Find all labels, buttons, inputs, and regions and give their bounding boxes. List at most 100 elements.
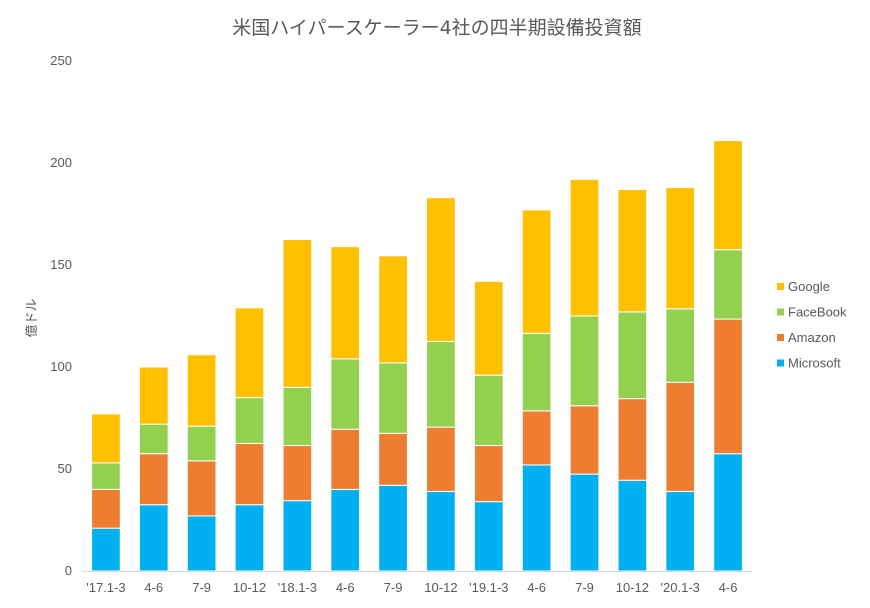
bar-segment-google <box>234 307 265 399</box>
bar-segment-google <box>282 239 313 388</box>
y-tick-label: 50 <box>58 461 72 476</box>
y-tick-label: 200 <box>50 155 72 170</box>
x-tick-label: '17.1-3 <box>86 580 125 595</box>
bar-stack <box>426 197 456 572</box>
legend-label: Microsoft <box>788 356 841 371</box>
bar-stack <box>186 354 217 572</box>
chart-title: 米国ハイパースケーラー4社の四半期設備投資額 <box>232 17 641 39</box>
bar-stack <box>234 307 265 572</box>
bar-segment-microsoft <box>521 464 552 572</box>
legend-item-google: Google <box>777 279 830 294</box>
bar-stack <box>378 255 408 572</box>
legend-item-amazon: Amazon <box>777 330 836 345</box>
bar-stack <box>713 140 743 572</box>
legend: Google FaceBook Amazon Microsoft <box>777 279 847 371</box>
bar-stack <box>91 413 121 572</box>
legend-label: Amazon <box>788 330 836 345</box>
y-tick-label: 150 <box>50 257 72 272</box>
legend-swatch <box>777 308 784 316</box>
x-tick-label: 10-12 <box>233 580 266 595</box>
bar-segment-facebook <box>282 386 313 447</box>
bar-segment-facebook <box>426 341 456 428</box>
x-tick-label: '20.1-3 <box>661 580 700 595</box>
bar-segment-google <box>186 354 217 427</box>
bar-stack <box>617 189 648 572</box>
bar-segment-amazon <box>426 426 456 492</box>
legend-item-facebook: FaceBook <box>777 305 847 320</box>
bar-stack <box>473 280 504 572</box>
bar-segment-amazon <box>521 410 552 466</box>
bar-segment-facebook <box>521 332 552 412</box>
bar-segment-amazon <box>234 443 265 506</box>
bar-segment-google <box>138 366 169 425</box>
y-tick-label: 0 <box>65 563 72 578</box>
bar-segment-facebook <box>378 362 408 434</box>
y-tick-label: 100 <box>50 359 72 374</box>
bar-segment-amazon <box>713 318 743 455</box>
x-tick-label: 4-6 <box>719 580 738 595</box>
x-tick-label: 4-6 <box>144 580 163 595</box>
bar-segment-amazon <box>378 432 408 486</box>
bar-segment-amazon <box>91 488 121 529</box>
legend-swatch <box>777 334 784 341</box>
bar-segment-facebook <box>234 397 265 445</box>
bar-segment-facebook <box>665 308 696 383</box>
bar-segment-microsoft <box>138 504 169 572</box>
bar-segment-amazon <box>138 453 169 506</box>
bar-segment-amazon <box>569 405 600 475</box>
bar-segment-google <box>378 255 408 364</box>
bar-segment-google <box>521 209 552 334</box>
bar-segment-facebook <box>473 374 504 447</box>
bar-segment-amazon <box>330 428 361 490</box>
bar-segment-amazon <box>473 445 504 503</box>
bar-segment-facebook <box>569 315 600 407</box>
x-tick-label: 7-9 <box>575 580 594 595</box>
bar-segment-microsoft <box>330 488 361 572</box>
bar-segment-google <box>713 140 743 251</box>
bar-segment-microsoft <box>234 504 265 572</box>
bar-segment-google <box>91 413 121 464</box>
x-tick-label: '18.1-3 <box>278 580 317 595</box>
bar-segment-facebook <box>91 462 121 490</box>
y-axis-ticks: 0 50 100 150 200 250 <box>50 53 72 578</box>
bar-segment-google <box>569 178 600 317</box>
bar-segment-google <box>426 197 456 342</box>
bar-segment-microsoft <box>282 500 313 572</box>
x-tick-label: 7-9 <box>192 580 211 595</box>
y-tick-label: 250 <box>50 53 72 68</box>
bar-segment-microsoft <box>473 501 504 572</box>
bar-segment-microsoft <box>186 515 217 572</box>
bar-segment-amazon <box>665 381 696 492</box>
bar-segment-amazon <box>186 460 217 517</box>
bar-segment-google <box>665 186 696 310</box>
y-axis-label: 億ドル <box>24 298 40 337</box>
legend-label: Google <box>788 279 830 294</box>
bar-stack <box>282 239 313 572</box>
legend-swatch <box>777 359 784 367</box>
bar-stack <box>138 366 169 572</box>
legend-item-microsoft: Microsoft <box>777 356 841 371</box>
legend-swatch <box>777 283 784 290</box>
x-tick-label: '19.1-3 <box>469 580 508 595</box>
bar-segment-microsoft <box>378 484 408 572</box>
bar-segment-google <box>330 246 361 360</box>
bar-segment-microsoft <box>569 473 600 572</box>
bar-segment-facebook <box>138 423 169 455</box>
bar-segment-google <box>473 280 504 376</box>
bar-segment-google <box>617 189 648 313</box>
bar-segment-facebook <box>617 311 648 400</box>
bars <box>91 140 743 572</box>
bar-segment-microsoft <box>426 490 456 572</box>
bar-stack <box>521 209 552 572</box>
x-tick-label: 10-12 <box>424 580 457 595</box>
bar-segment-facebook <box>330 358 361 430</box>
bar-stack <box>330 246 361 572</box>
bar-segment-microsoft <box>665 490 696 572</box>
x-tick-label: 4-6 <box>527 580 546 595</box>
bar-segment-microsoft <box>91 527 121 572</box>
bar-segment-amazon <box>282 445 313 502</box>
x-tick-label: 10-12 <box>616 580 649 595</box>
bar-stack <box>665 186 696 572</box>
bar-segment-microsoft <box>713 453 743 572</box>
